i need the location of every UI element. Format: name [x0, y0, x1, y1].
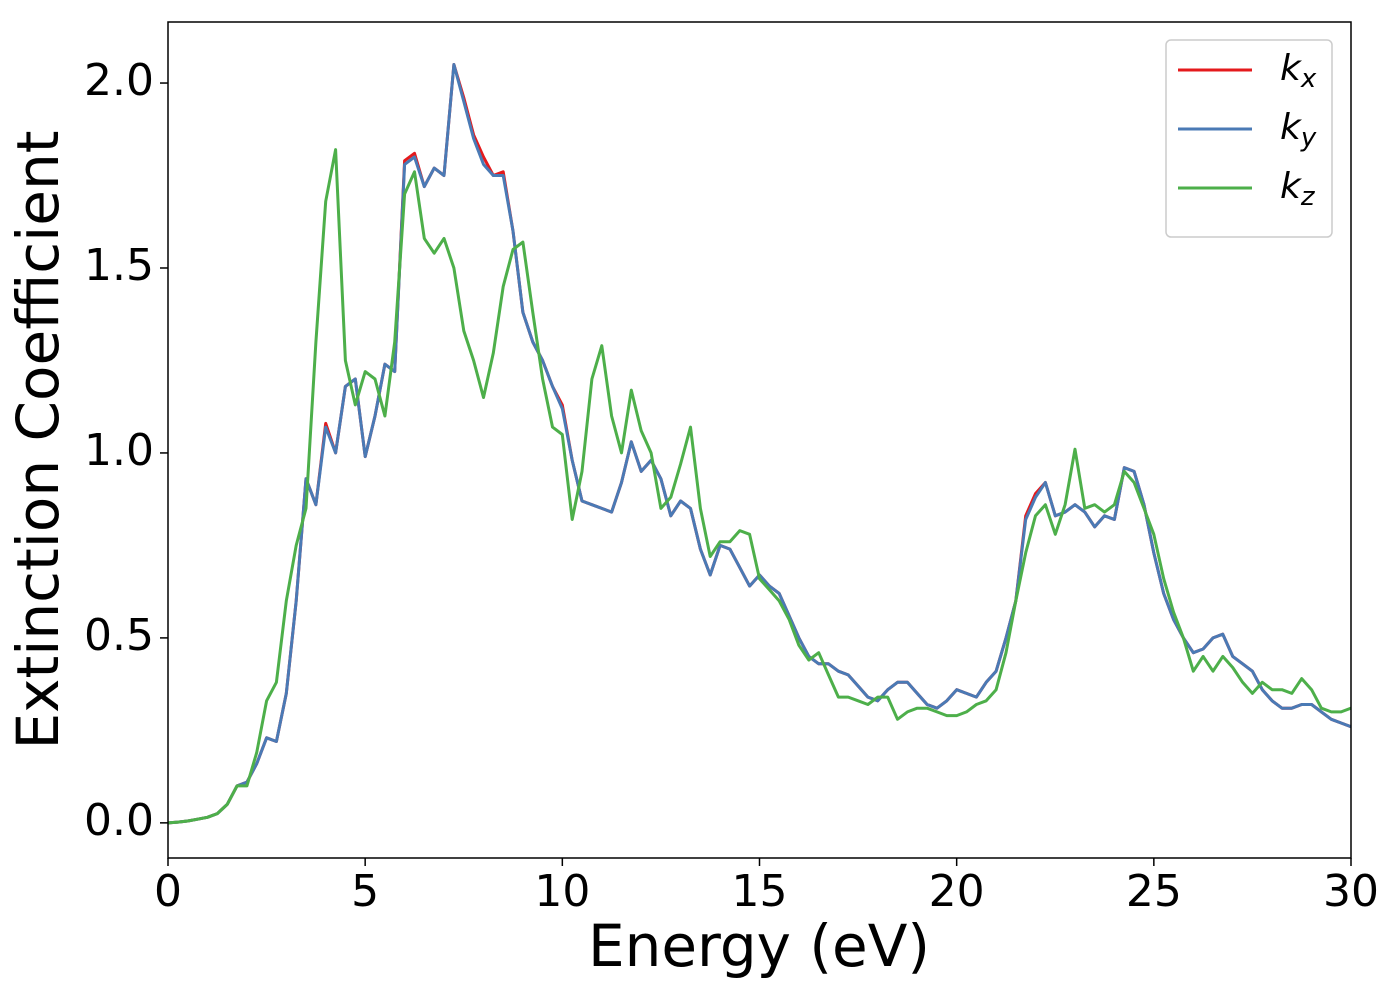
y-tick-label: 0.0 — [84, 795, 154, 846]
x-tick-label: 30 — [1323, 866, 1379, 917]
plot-frame — [167, 21, 1352, 859]
x-tick-label: 20 — [929, 866, 985, 917]
legend-label: kx — [1280, 48, 1317, 94]
x-tick-label: 25 — [1126, 866, 1182, 917]
legend-label: ky — [1280, 107, 1317, 153]
legend-label: kz — [1280, 166, 1316, 212]
x-tick-label: 5 — [351, 866, 379, 917]
x-tick-label: 15 — [732, 866, 788, 917]
x-tick-label: 10 — [534, 866, 590, 917]
y-tick-label: 0.5 — [84, 610, 154, 661]
y-tick-label: 2.0 — [84, 55, 154, 106]
data-line — [168, 148, 1351, 825]
y-tick-label: 1.0 — [84, 425, 154, 476]
x-axis-label: Energy (eV) — [588, 912, 930, 980]
y-tick-label: 1.5 — [84, 240, 154, 291]
y-axis-label: Extinction Coefficient — [4, 131, 72, 750]
x-tick-label: 0 — [154, 866, 182, 917]
